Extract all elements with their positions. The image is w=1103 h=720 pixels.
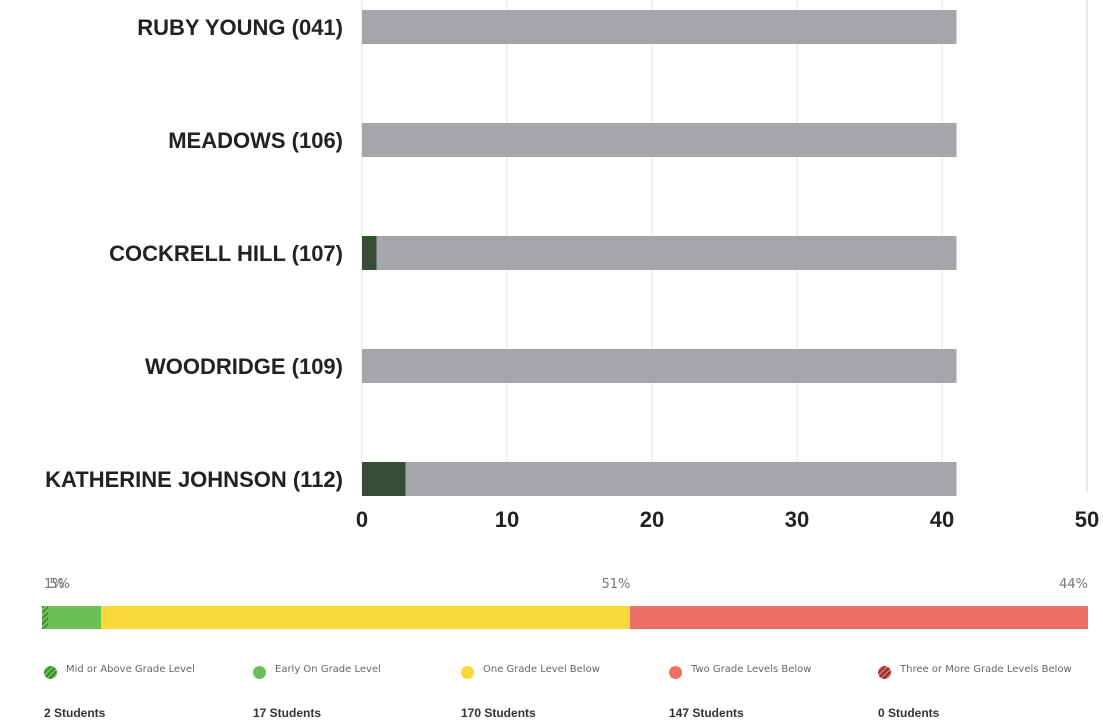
legend-student-count: 147 Students (669, 706, 744, 720)
stacked-segment (630, 606, 1088, 629)
percent-label: 44% (1059, 577, 1088, 592)
bar-segment-2 (362, 349, 957, 383)
legend-student-count: 0 Students (878, 706, 940, 720)
legend-swatch-icon (669, 666, 682, 679)
category-label: COCKRELL HILL (107) (109, 241, 343, 266)
legend-label: One Grade Level Below (483, 664, 600, 675)
x-tick-label: 30 (785, 507, 809, 532)
category-label: WOODRIDGE (109) (145, 354, 343, 379)
school-bar-chart: RUBY YOUNG (041) MEADOWS (106) COCKRELL HI… (45, 0, 1099, 532)
percent-label: 51% (601, 577, 631, 592)
x-tick-label: 10 (495, 507, 519, 532)
stacked-segment (42, 606, 49, 629)
legend-label: Two Grade Levels Below (691, 664, 812, 675)
grade-level-stacked-bar (42, 606, 1088, 629)
legend-label: Early On Grade Level (275, 664, 381, 675)
x-tick-label: 50 (1075, 507, 1099, 532)
legend-swatch-icon (44, 666, 57, 679)
legend-swatch-icon (253, 666, 266, 679)
bar-segment-2 (362, 123, 957, 157)
x-tick-label: 0 (356, 507, 368, 532)
legend-label: Mid or Above Grade Level (66, 664, 195, 675)
legend-student-count: 2 Students (44, 706, 106, 720)
bar-segment-1 (362, 462, 406, 496)
legend-label: Three or More Grade Levels Below (900, 664, 1072, 675)
legend-student-count: 17 Students (253, 706, 322, 720)
x-tick-label: 20 (640, 507, 664, 532)
bar-segment-1 (362, 236, 377, 270)
bar-segment-2 (362, 10, 957, 44)
percent-label: 1% (44, 577, 65, 592)
x-tick-label: 40 (930, 507, 954, 532)
percent-label: 5% (49, 577, 70, 592)
category-label: MEADOWS (106) (168, 128, 343, 153)
legend-swatch-icon (878, 666, 891, 679)
category-label: RUBY YOUNG (041) (137, 15, 343, 40)
bar-segment-2 (405, 462, 957, 496)
bar-segment-2 (376, 236, 957, 270)
category-label: KATHERINE JOHNSON (112) (45, 467, 343, 492)
stacked-segment (101, 606, 631, 629)
legend-swatch-icon (461, 666, 474, 679)
legend-student-count: 170 Students (461, 706, 536, 720)
stacked-segment (48, 606, 102, 629)
